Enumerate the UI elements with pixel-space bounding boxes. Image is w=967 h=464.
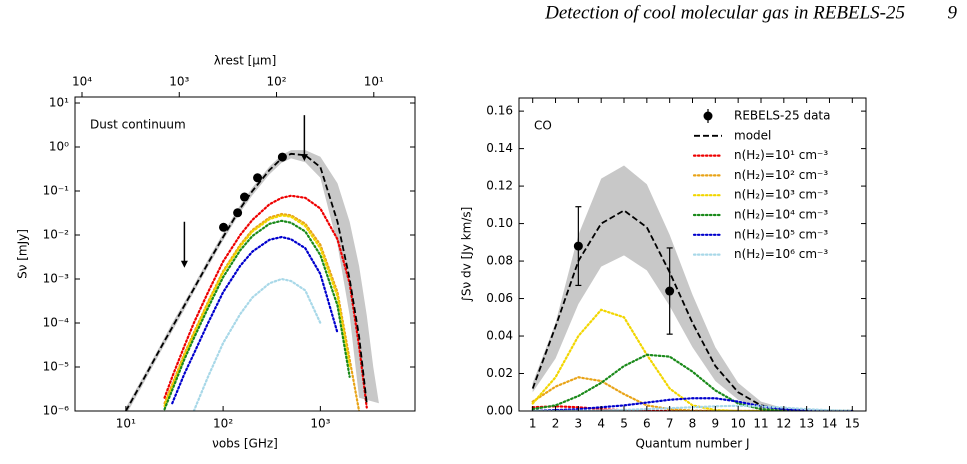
y-tick-label: 0.00 bbox=[486, 404, 513, 418]
page-number: 9 bbox=[948, 2, 958, 23]
plot bbox=[125, 115, 379, 411]
density-line bbox=[531, 353, 854, 411]
legend-label: model bbox=[734, 128, 771, 142]
y-tick-label: 10⁻³ bbox=[43, 272, 70, 286]
x-tick-label: 10 bbox=[731, 417, 746, 431]
x-tick-label: 15 bbox=[845, 417, 860, 431]
y-tick-label: 0.06 bbox=[486, 291, 513, 305]
density-line bbox=[531, 308, 854, 411]
x-tick-label: 11 bbox=[753, 417, 768, 431]
legend-marker bbox=[703, 111, 713, 121]
upper-limit-head bbox=[180, 260, 188, 268]
x-tick-label: 9 bbox=[712, 417, 720, 431]
density-line bbox=[192, 277, 322, 411]
density-line bbox=[163, 212, 361, 411]
axes-frame bbox=[74, 96, 416, 412]
x-tick-label: 4 bbox=[597, 417, 605, 431]
y-tick-label: 0.04 bbox=[486, 329, 513, 343]
x-tick-label: 6 bbox=[643, 417, 651, 431]
density-line bbox=[163, 194, 368, 409]
x-axis-label: Quantum number J bbox=[635, 437, 749, 451]
y-tick-label: 10¹ bbox=[49, 96, 69, 110]
data-point bbox=[253, 173, 263, 183]
legend-label: n(H₂)=10⁵ cm⁻³ bbox=[734, 227, 828, 241]
x-tick-label: 7 bbox=[666, 417, 674, 431]
x-tick-label: 14 bbox=[822, 417, 837, 431]
data-point bbox=[277, 152, 287, 162]
y-axis-label: ∫Sν dv [Jy km/s] bbox=[460, 207, 474, 303]
data-point bbox=[573, 241, 583, 251]
y-tick-label: 10⁻² bbox=[43, 228, 70, 242]
x-tick-label: 2 bbox=[552, 417, 560, 431]
annotation: Dust continuum bbox=[90, 118, 186, 132]
legend-label: n(H₂)=10⁴ cm⁻³ bbox=[734, 208, 828, 222]
x-tick-label: 10³ bbox=[310, 417, 330, 431]
x-tick-label: 10² bbox=[213, 417, 233, 431]
x-tick-label: 1 bbox=[529, 417, 537, 431]
legend-label: n(H₂)=10³ cm⁻³ bbox=[734, 188, 828, 202]
data-point bbox=[665, 286, 675, 296]
y-tick-label: 0.14 bbox=[486, 141, 513, 155]
x2-tick-label: 10¹ bbox=[364, 75, 384, 89]
x2-tick-label: 10² bbox=[266, 75, 286, 89]
legend-label: n(H₂)=10² cm⁻³ bbox=[734, 168, 828, 182]
y-tick-label: 0.16 bbox=[486, 104, 513, 118]
y-tick-label: 10⁰ bbox=[49, 140, 69, 154]
density-line bbox=[163, 214, 351, 408]
x-axis-label: νobs [GHz] bbox=[212, 437, 278, 451]
density-line bbox=[531, 397, 854, 411]
data-point bbox=[233, 208, 243, 218]
y-tick-label: 0.02 bbox=[486, 366, 513, 380]
x-tick-label: 5 bbox=[620, 417, 628, 431]
x-tick-label: 10¹ bbox=[116, 417, 136, 431]
uncertainty-band bbox=[532, 165, 853, 411]
legend-label: n(H₂)=10⁶ cm⁻³ bbox=[734, 247, 828, 261]
x-tick-label: 8 bbox=[689, 417, 697, 431]
y-axis-label: Sν [mJy] bbox=[16, 229, 30, 279]
y-tick-label: 0.10 bbox=[486, 216, 513, 230]
x-tick-label: 12 bbox=[776, 417, 791, 431]
density-line bbox=[163, 219, 351, 411]
y-tick-label: 0.08 bbox=[486, 254, 513, 268]
plot-area bbox=[531, 165, 854, 411]
density-line bbox=[171, 235, 339, 405]
annotation: CO bbox=[534, 119, 552, 133]
legend-label: REBELS-25 data bbox=[734, 109, 830, 123]
x2-axis-label: λrest [μm] bbox=[214, 54, 277, 68]
y-tick-label: 10⁻⁶ bbox=[43, 404, 70, 418]
x2-tick-label: 10⁴ bbox=[72, 75, 92, 89]
y-tick-label: 0.12 bbox=[486, 179, 513, 193]
x2-tick-label: 10³ bbox=[169, 75, 189, 89]
x-tick-label: 13 bbox=[799, 417, 814, 431]
x-tick-label: 3 bbox=[575, 417, 583, 431]
upper-limit-head bbox=[300, 154, 308, 162]
legend-label: n(H₂)=10¹ cm⁻³ bbox=[734, 148, 828, 162]
data-point bbox=[240, 192, 250, 202]
y-tick-label: 10⁻¹ bbox=[43, 184, 70, 198]
plot-area bbox=[125, 115, 379, 411]
y-tick-label: 10⁻⁴ bbox=[43, 316, 70, 330]
plot bbox=[531, 165, 854, 411]
running-title: Detection of cool molecular gas in REBEL… bbox=[544, 2, 905, 23]
y-tick-label: 10⁻⁵ bbox=[43, 360, 70, 374]
data-point bbox=[219, 222, 229, 232]
